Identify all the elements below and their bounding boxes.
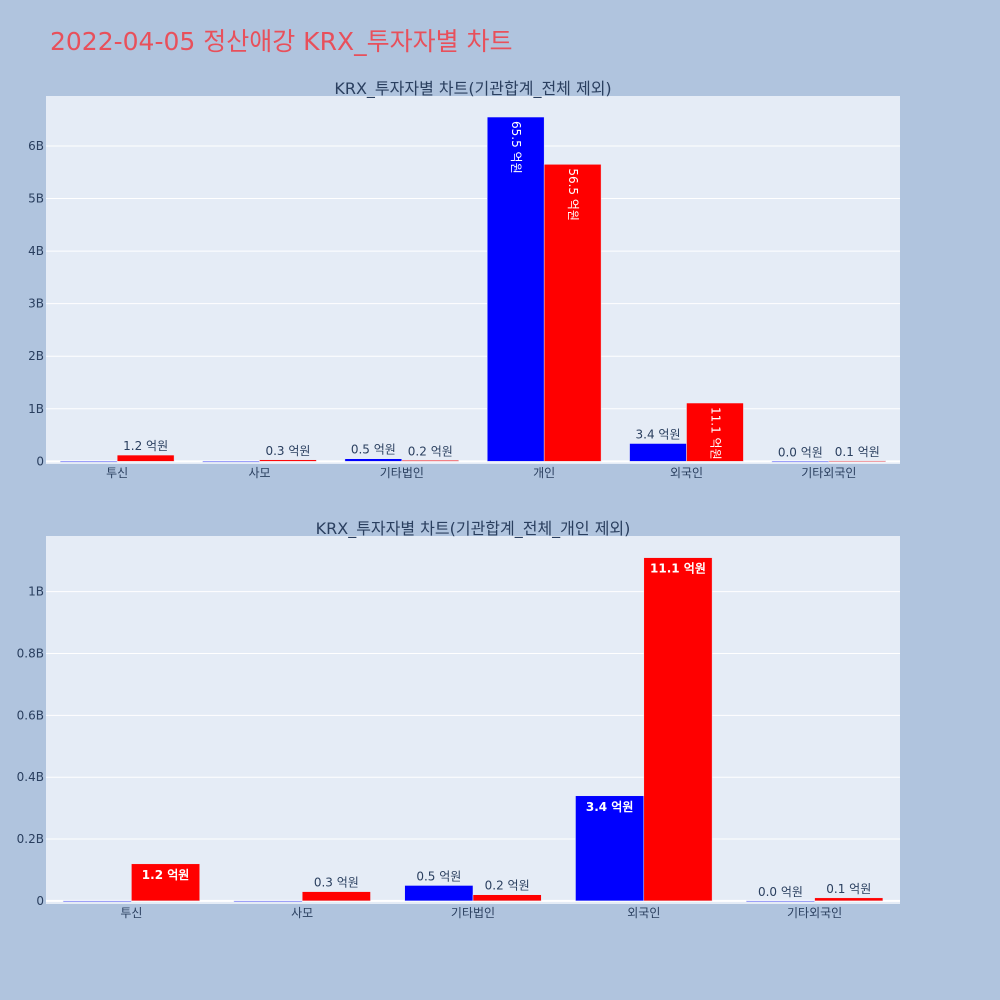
bar (301, 891, 371, 902)
x-tick-label: 사모 (248, 466, 270, 480)
bar (401, 460, 460, 462)
y-tick-label: 3B (28, 297, 44, 311)
x-tick-label: 외국인 (627, 906, 660, 920)
page-title: 2022-04-05 정산애강 KRX_투자자별 차트 (50, 27, 513, 56)
x-tick-label: 기타외국인 (801, 466, 856, 480)
y-tick-label: 0.8B (17, 647, 44, 661)
y-tick-label: 0.6B (17, 708, 44, 722)
bar (472, 894, 542, 902)
data-label: 0.3 억원 (314, 876, 359, 890)
data-label: 11.1 억원 (708, 407, 722, 460)
bar (259, 459, 317, 462)
data-label: 0.1 억원 (835, 445, 880, 459)
chart-1: 0 1B 2B 3B 4B 5B 6B KRX_투자자별 차트(기관합계_전체 제외) 투신 1.… (28, 79, 900, 480)
bar (486, 116, 545, 462)
chart-title: KRX_투자자별 차트(기관합계_전체_개인 제외) (316, 519, 631, 539)
bar (543, 164, 602, 462)
bar (233, 900, 303, 902)
y-tick-label: 1B (28, 585, 44, 599)
data-label: 0.0 억원 (758, 885, 803, 899)
bar (643, 557, 713, 902)
plot-area (46, 536, 900, 904)
bar (814, 897, 884, 902)
chart-2: 0 0.2B 0.4B 0.6B 0.8B 1B KRX_투자자별 차트(기관합계_전체_개… (17, 519, 900, 920)
data-label: 1.2 억원 (123, 439, 168, 453)
y-tick-label: 0.4B (17, 770, 44, 784)
data-label: 1.2 억원 (142, 868, 190, 882)
data-label: 0.2 억원 (408, 444, 453, 458)
y-tick-label: 5B (28, 192, 44, 206)
x-tick-label: 기타법인 (451, 906, 495, 920)
x-tick-label: 외국인 (670, 466, 703, 480)
bar (404, 885, 474, 902)
x-tick-label: 투신 (106, 466, 128, 480)
x-tick-label: 기타법인 (380, 466, 424, 480)
x-tick-label: 투신 (120, 906, 142, 920)
y-tick-label: 1B (28, 402, 44, 416)
data-label: 0.3 억원 (265, 444, 310, 458)
data-label: 3.4 억원 (586, 800, 634, 814)
bar (746, 900, 815, 902)
plot-area (46, 96, 900, 464)
data-label: 3.4 억원 (636, 427, 681, 441)
bar (202, 461, 260, 463)
y-tick-label: 0.2B (17, 832, 44, 846)
bar (131, 863, 200, 902)
bar (59, 461, 118, 463)
data-label: 56.5 억원 (566, 168, 580, 221)
chart-title: KRX_투자자별 차트(기관합계_전체 제외) (334, 79, 611, 99)
y-tick-label: 0 (36, 894, 44, 908)
bar (629, 443, 687, 462)
data-label: 0.2 억원 (485, 879, 530, 893)
x-tick-label: 사모 (291, 906, 313, 920)
bar (62, 900, 132, 902)
bar (828, 460, 887, 462)
y-tick-label: 6B (28, 139, 44, 153)
data-label: 0.5 억원 (416, 869, 461, 883)
bar (686, 402, 744, 462)
bar (771, 461, 830, 463)
y-tick-label: 4B (28, 244, 44, 258)
bar (116, 454, 175, 462)
data-label: 0.1 억원 (826, 882, 871, 896)
bar (575, 795, 645, 902)
data-label: 0.0 억원 (778, 445, 823, 459)
x-tick-label: 기타외국인 (787, 906, 842, 920)
x-tick-label: 개인 (533, 466, 555, 480)
data-label: 11.1 억원 (650, 562, 706, 576)
y-tick-label: 2B (28, 349, 44, 363)
y-tick-label: 0 (36, 454, 44, 468)
data-label: 65.5 억원 (509, 121, 523, 174)
bar (344, 458, 403, 462)
data-label: 0.5 억원 (351, 443, 396, 457)
